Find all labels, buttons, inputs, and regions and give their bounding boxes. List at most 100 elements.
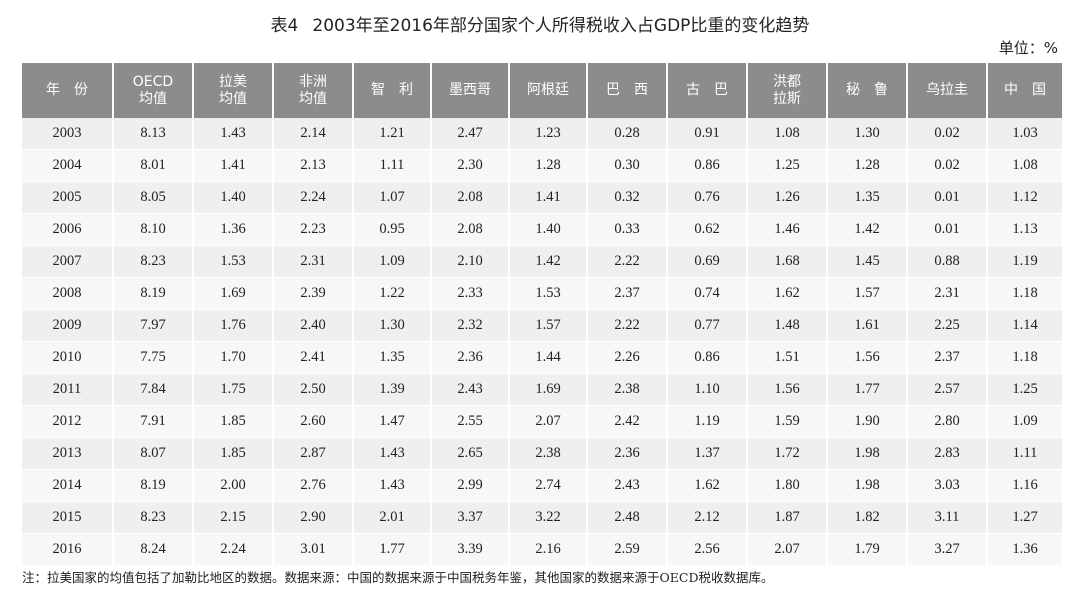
table-row: 2013 8.07 1.85 2.87 1.43 2.65 2.38 2.36 1.37 1.72… [22,438,1062,470]
value-cell: 1.36 [988,534,1062,566]
value-cell: 2.47 [432,118,510,150]
value-cell: 2.41 [274,342,354,374]
value-cell: 1.90 [828,406,908,438]
value-cell: 1.41 [510,182,588,214]
value-cell: 2.31 [274,246,354,278]
value-cell: 0.76 [668,182,748,214]
value-cell: 8.07 [114,438,194,470]
year-cell: 2016 [22,534,114,566]
value-cell: 1.46 [748,214,828,246]
value-cell: 3.37 [432,502,510,534]
value-cell: 7.84 [114,374,194,406]
value-cell: 2.87 [274,438,354,470]
value-cell: 1.40 [194,182,274,214]
value-cell: 2.43 [588,470,668,502]
value-cell: 8.10 [114,214,194,246]
value-cell: 1.18 [988,342,1062,374]
year-cell: 2015 [22,502,114,534]
value-cell: 2.13 [274,150,354,182]
value-cell: 2.48 [588,502,668,534]
value-cell: 2.08 [432,214,510,246]
value-cell: 1.56 [828,342,908,374]
value-cell: 2.42 [588,406,668,438]
value-cell: 1.25 [748,150,828,182]
value-cell: 2.50 [274,374,354,406]
year-cell: 2014 [22,470,114,502]
column-header: 非洲 均值 [274,63,354,118]
value-cell: 2.22 [588,310,668,342]
value-cell: 2.33 [432,278,510,310]
value-cell: 2.40 [274,310,354,342]
value-cell: 1.25 [988,374,1062,406]
value-cell: 1.77 [828,374,908,406]
value-cell: 7.91 [114,406,194,438]
value-cell: 1.53 [510,278,588,310]
table-row: 2012 7.91 1.85 2.60 1.47 2.55 2.07 2.42 1.19 1.59… [22,406,1062,438]
table-row: 2016 8.24 2.24 3.01 1.77 3.39 2.16 2.59 2.56 2.07… [22,534,1062,566]
value-cell: 1.77 [354,534,432,566]
value-cell: 1.79 [828,534,908,566]
value-cell: 8.19 [114,470,194,502]
year-cell: 2007 [22,246,114,278]
value-cell: 3.01 [274,534,354,566]
value-cell: 1.21 [354,118,432,150]
value-cell: 2.36 [588,438,668,470]
column-header: 巴 西 [588,63,668,118]
value-cell: 7.75 [114,342,194,374]
value-cell: 1.30 [354,310,432,342]
value-cell: 1.11 [988,438,1062,470]
value-cell: 1.09 [988,406,1062,438]
value-cell: 2.31 [908,278,988,310]
value-cell: 2.08 [432,182,510,214]
value-cell: 2.32 [432,310,510,342]
value-cell: 1.75 [194,374,274,406]
value-cell: 2.74 [510,470,588,502]
value-cell: 0.77 [668,310,748,342]
year-cell: 2010 [22,342,114,374]
column-header: 洪都 拉斯 [748,63,828,118]
value-cell: 0.02 [908,118,988,150]
value-cell: 0.86 [668,342,748,374]
value-cell: 1.42 [510,246,588,278]
value-cell: 1.12 [988,182,1062,214]
column-header: 古 巴 [668,63,748,118]
value-cell: 8.23 [114,502,194,534]
value-cell: 1.82 [828,502,908,534]
column-header: 拉美 均值 [194,63,274,118]
value-cell: 0.01 [908,214,988,246]
value-cell: 1.19 [988,246,1062,278]
value-cell: 2.55 [432,406,510,438]
value-cell: 1.30 [828,118,908,150]
value-cell: 1.07 [354,182,432,214]
value-cell: 1.27 [988,502,1062,534]
value-cell: 1.98 [828,438,908,470]
value-cell: 1.36 [194,214,274,246]
value-cell: 1.28 [510,150,588,182]
value-cell: 0.32 [588,182,668,214]
value-cell: 2.26 [588,342,668,374]
value-cell: 2.38 [588,374,668,406]
value-cell: 2.07 [748,534,828,566]
value-cell: 1.43 [354,438,432,470]
year-cell: 2013 [22,438,114,470]
value-cell: 1.45 [828,246,908,278]
value-cell: 2.38 [510,438,588,470]
table-header-row: 年 份 OECD 均值 拉美 均值 非洲 均值 智 利 墨西哥 阿根廷 巴 西 … [22,63,1062,118]
value-cell: 0.86 [668,150,748,182]
value-cell: 1.14 [988,310,1062,342]
value-cell: 1.43 [354,470,432,502]
value-cell: 8.13 [114,118,194,150]
value-cell: 1.61 [828,310,908,342]
value-cell: 2.12 [668,502,748,534]
value-cell: 1.18 [988,278,1062,310]
value-cell: 0.95 [354,214,432,246]
value-cell: 1.35 [354,342,432,374]
year-cell: 2008 [22,278,114,310]
value-cell: 1.41 [194,150,274,182]
value-cell: 1.62 [748,278,828,310]
column-header: 墨西哥 [432,63,510,118]
table-row: 2009 7.97 1.76 2.40 1.30 2.32 1.57 2.22 0.77 1.48… [22,310,1062,342]
value-cell: 2.37 [588,278,668,310]
value-cell: 3.39 [432,534,510,566]
value-cell: 1.51 [748,342,828,374]
